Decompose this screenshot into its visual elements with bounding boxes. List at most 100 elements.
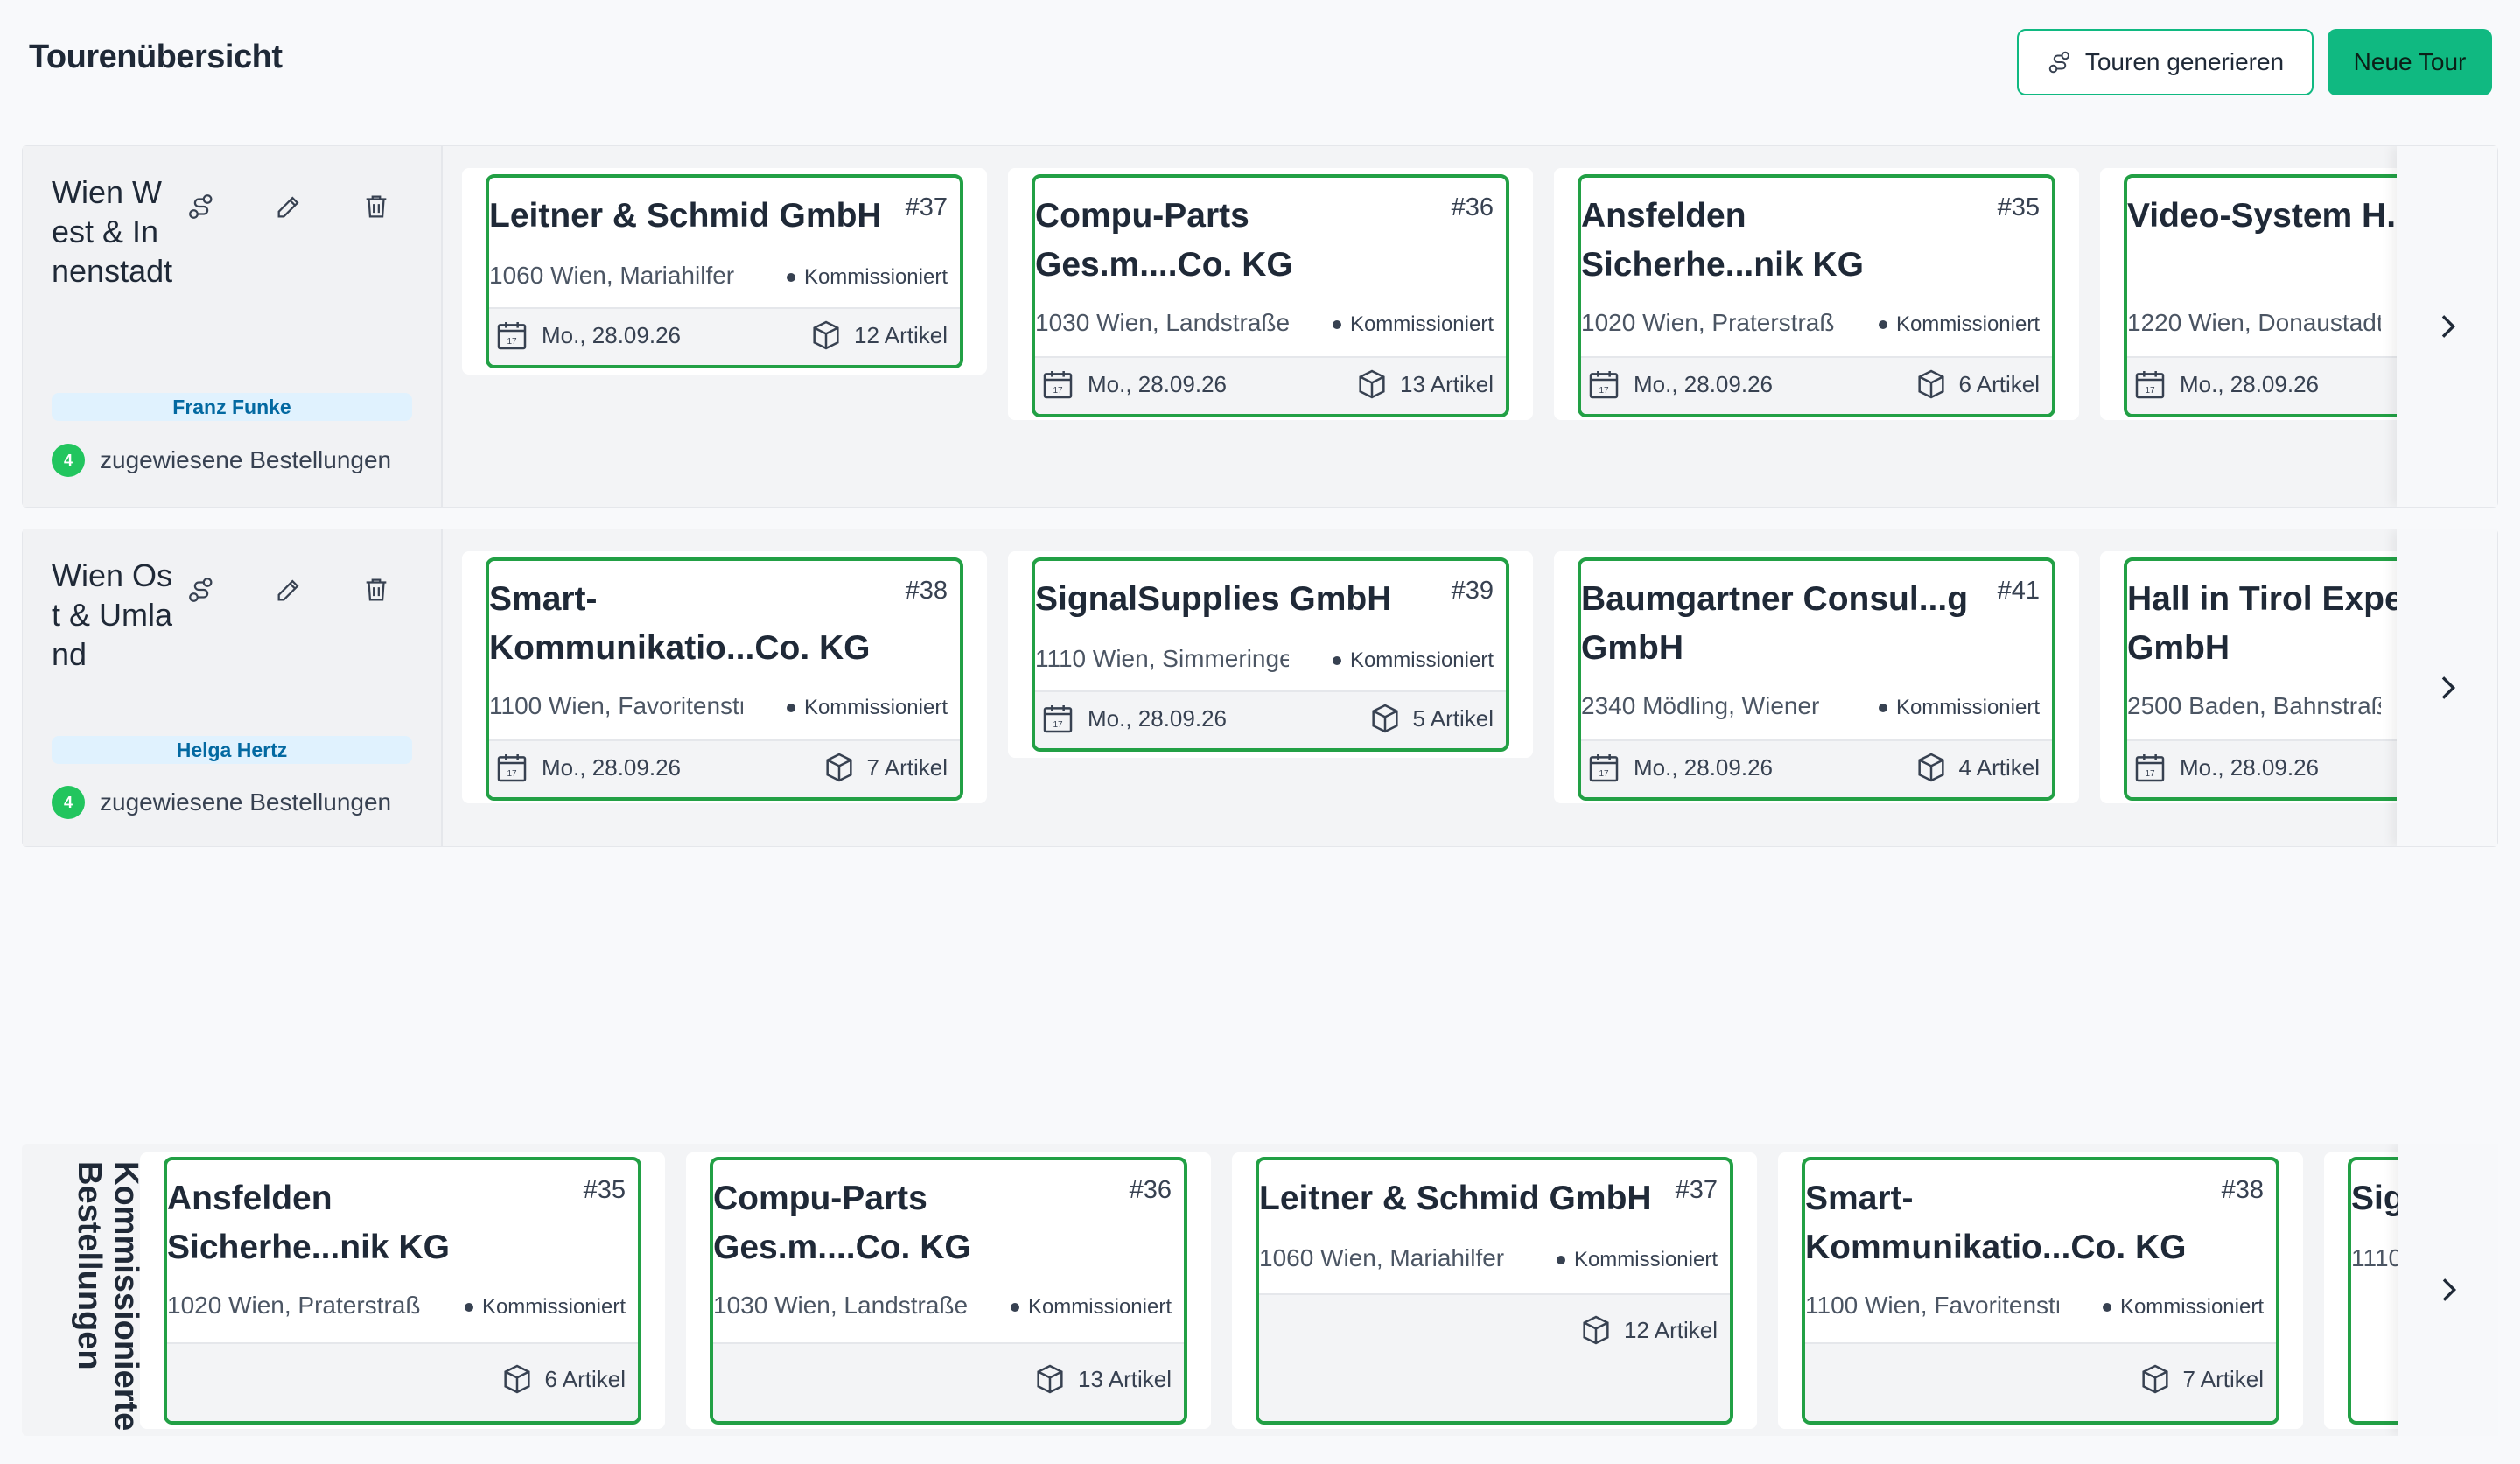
order-card[interactable]: Smart-Kommunikatio...Co. KG #38 1100 Wie… (486, 557, 963, 801)
order-number: #36 (1451, 193, 1494, 221)
order-status: Kommissioniert (1557, 1248, 1718, 1272)
order-date: 17 Mo., 28.09.26 (1586, 750, 1773, 785)
order-customer: Baumgartner Consul...g GmbH (1581, 580, 1969, 667)
order-items: 12 Artikel (808, 318, 948, 353)
scroll-right-button[interactable] (2397, 529, 2497, 846)
order-card-wrapper: Leitner & Schmid GmbH #37 1060 Wien, Mar… (462, 168, 987, 375)
order-footer: 7 Artikel (1805, 1342, 2276, 1421)
order-number: #37 (905, 193, 948, 221)
order-status: Kommissioniert (787, 696, 948, 720)
order-card[interactable]: Leitner & Schmid GmbH #37 1060 Wien, Mar… (486, 174, 963, 368)
order-card-wrapper: SignalSupplies GmbH #39 1110 Wien, Simme… (1008, 551, 1533, 758)
order-status: Kommissioniert (787, 265, 948, 290)
scroll-right-button[interactable] (2398, 1144, 2498, 1436)
order-items: 7 Artikel (822, 750, 948, 785)
order-date-label: Mo., 28.09.26 (2180, 370, 2319, 397)
order-customer: Ansfelden Sicherhe...nik KG (167, 1180, 450, 1266)
picked-orders-carousel: Ansfelden Sicherhe...nik KG #35 1020 Wie… (140, 1144, 2498, 1436)
order-customer: Leitner & Schmid GmbH (489, 197, 882, 235)
order-footer: 17 Mo., 28.09.26 6 Artikel (1581, 356, 2052, 414)
order-items-label: 13 Artikel (1078, 1365, 1172, 1392)
order-items-label: 7 Artikel (866, 753, 948, 781)
package-icon (1037, 1364, 1063, 1394)
order-address: 2340 Mödling, Wiener (1581, 692, 1820, 719)
order-status: Kommissioniert (1333, 312, 1494, 337)
picked-orders-strip: Kommissionierte Bestellungen Ansfelden S… (22, 1144, 2498, 1436)
calendar-icon: 17 (1043, 705, 1073, 733)
order-address: 2500 Baden, Bahnstraße (2127, 692, 2381, 719)
order-footer: 6 Artikel (167, 1342, 638, 1421)
calendar-icon: 17 (2135, 754, 2165, 782)
order-card[interactable]: Leitner & Schmid GmbH #37 1060 Wien, Mar… (1256, 1157, 1733, 1425)
svg-text:17: 17 (2145, 769, 2155, 779)
order-date: 17 Mo., 28.09.26 (1040, 367, 1227, 402)
order-footer: 17 Mo., 28.09.26 12 Artikel (489, 307, 960, 365)
order-date-label: Mo., 28.09.26 (542, 321, 681, 348)
edit-icon[interactable] (274, 192, 304, 226)
order-address: 1060 Wien, Mariahilfer (1259, 1244, 1505, 1271)
order-card-wrapper: Leitner & Schmid GmbH #37 1060 Wien, Mar… (1232, 1152, 1757, 1429)
order-card[interactable]: Compu-Parts Ges.m....Co. KG #36 1030 Wie… (710, 1157, 1187, 1425)
route-icon[interactable] (186, 575, 216, 609)
order-footer: 12 Artikel (1259, 1293, 1730, 1421)
calendar-icon: 17 (1043, 371, 1073, 399)
tour-sidebar: Wien West & Innenstadt Franz Funke 4 zug… (23, 146, 443, 507)
generate-tours-button[interactable]: Touren generieren (2017, 29, 2314, 95)
scroll-right-button[interactable] (2397, 146, 2497, 507)
calendar-icon: 17 (497, 754, 527, 782)
order-customer: Compu-Parts Ges.m....Co. KG (1035, 197, 1293, 284)
trash-icon[interactable] (361, 192, 391, 226)
tour-name: Wien West & Innenstadt (52, 174, 173, 289)
order-number: #41 (1997, 577, 2040, 605)
order-count-label: zugewiesene Bestellungen (100, 788, 392, 816)
order-footer: 17 Mo., 28.09.26 7 Artikel (489, 739, 960, 797)
new-tour-button[interactable]: Neue Tour (2328, 29, 2492, 95)
order-address: 1220 Wien, Donaustadt (2127, 309, 2381, 336)
order-status: Kommissioniert (1879, 696, 2040, 720)
order-items: 4 Artikel (1914, 750, 2040, 785)
order-card[interactable]: Compu-Parts Ges.m....Co. KG #36 1030 Wie… (1032, 174, 1509, 417)
order-status: Kommissioniert (465, 1295, 626, 1320)
trash-icon[interactable] (361, 575, 391, 609)
order-card[interactable]: Ansfelden Sicherhe...nik KG #35 1020 Wie… (164, 1157, 641, 1425)
order-card[interactable]: SignalSupplies GmbH #39 1110 Wien, Simme… (1032, 557, 1509, 752)
order-items: 13 Artikel (1354, 367, 1494, 402)
order-card[interactable]: Ansfelden Sicherhe...nik KG #35 1020 Wie… (1578, 174, 2055, 417)
route-icon (2047, 49, 2073, 75)
order-customer: SignalSupplies GmbH (1035, 580, 1392, 618)
route-icon[interactable] (186, 192, 216, 226)
order-items: 7 Artikel (2138, 1362, 2264, 1397)
order-date-label: Mo., 28.09.26 (1088, 704, 1227, 732)
order-card-wrapper: Smart-Kommunikatio...Co. KG #38 1100 Wie… (462, 551, 987, 803)
order-customer: Ansfelden Sicherhe...nik KG (1581, 197, 1864, 284)
order-items-label: 6 Artikel (1958, 370, 2040, 397)
order-date: 17 Mo., 28.09.26 (494, 750, 681, 785)
order-address: 1060 Wien, Mariahilfer (489, 262, 735, 289)
order-customer: Leitner & Schmid GmbH (1259, 1180, 1652, 1217)
order-number: #35 (583, 1176, 626, 1204)
generate-tours-label: Touren generieren (2084, 48, 2285, 75)
order-card[interactable]: Baumgartner Consul...g GmbH #41 2340 Möd… (1578, 557, 2055, 801)
package-icon (1917, 753, 1944, 782)
calendar-icon: 17 (1589, 371, 1619, 399)
order-address: 1100 Wien, Favoritenstraße (1805, 1292, 2059, 1319)
order-card-wrapper: Compu-Parts Ges.m....Co. KG #36 1030 Wie… (1008, 168, 1533, 420)
order-count-badge: 4 (52, 444, 85, 477)
edit-icon[interactable] (274, 575, 304, 609)
order-number: #37 (1675, 1176, 1718, 1204)
tour-sidebar: Wien Ost & Umland Helga Hertz 4 zugewies… (23, 529, 443, 846)
order-date: 17 Mo., 28.09.26 (2132, 750, 2319, 785)
chevron-right-icon (2441, 315, 2455, 338)
order-card[interactable]: Smart-Kommunikatio...Co. KG #38 1100 Wie… (1802, 1157, 2279, 1425)
order-items-label: 6 Artikel (544, 1365, 626, 1392)
svg-text:17: 17 (507, 337, 517, 347)
order-date: 17 Mo., 28.09.26 (1040, 701, 1227, 736)
order-date-label: Mo., 28.09.26 (542, 753, 681, 781)
order-items: 5 Artikel (1368, 701, 1494, 736)
order-card-wrapper: Smart-Kommunikatio...Co. KG #38 1100 Wie… (1778, 1152, 2303, 1429)
order-status: Kommissioniert (2103, 1295, 2264, 1320)
package-icon (2141, 1364, 2168, 1394)
svg-text:17: 17 (1599, 769, 1609, 779)
svg-text:17: 17 (1053, 720, 1063, 730)
package-icon (503, 1364, 530, 1394)
